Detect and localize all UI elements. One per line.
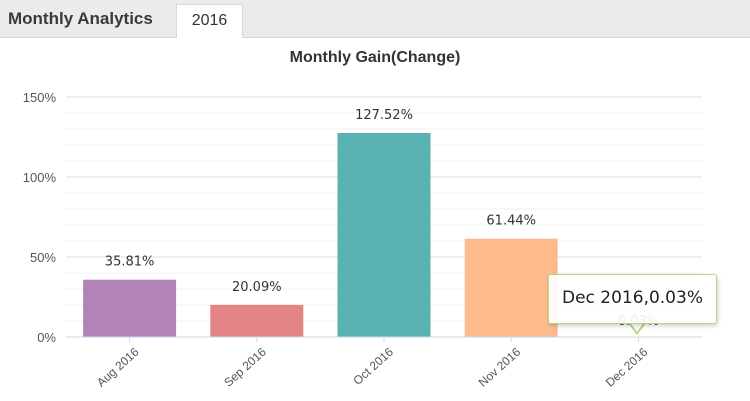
app-title: Monthly Analytics — [8, 9, 153, 28]
y-tick-label: 50% — [30, 250, 56, 265]
x-tick-label: Sep 2016 — [221, 345, 269, 390]
bar — [337, 132, 431, 337]
tab-2016[interactable]: 2016 — [176, 4, 243, 38]
header-bar: Monthly Analytics 2016 — [0, 0, 750, 38]
x-tick-label: Oct 2016 — [350, 345, 396, 388]
bar — [210, 304, 304, 337]
data-label: 35.81% — [105, 255, 155, 270]
bar — [83, 279, 177, 337]
y-tick-label: 150% — [23, 90, 57, 105]
chart-tooltip: Dec 2016,0.03% — [548, 274, 717, 324]
x-tick-label: Dec 2016 — [603, 345, 651, 390]
y-tick-label: 0% — [37, 330, 56, 345]
x-tick-label: Aug 2016 — [94, 345, 142, 390]
bar — [464, 238, 558, 337]
tooltip-arrow-inner — [630, 322, 644, 332]
data-label: 127.52% — [355, 108, 413, 123]
data-label: 20.09% — [232, 280, 282, 295]
y-tick-label: 100% — [23, 170, 57, 185]
data-label: 61.44% — [486, 214, 536, 229]
chart-title: Monthly Gain(Change) — [289, 49, 461, 66]
x-tick-label: Nov 2016 — [476, 345, 524, 390]
